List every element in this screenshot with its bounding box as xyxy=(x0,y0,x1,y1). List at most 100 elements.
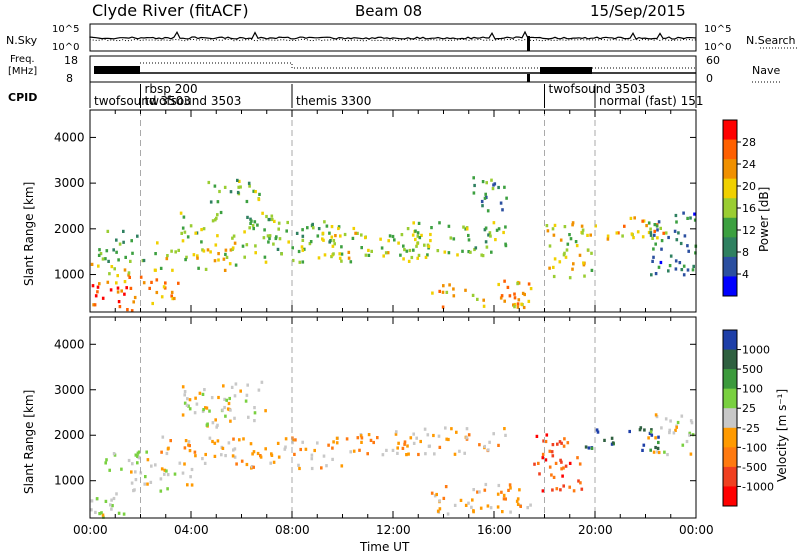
colorbar-tick-label: 16 xyxy=(742,202,756,215)
heatmap-cell xyxy=(486,504,490,508)
heatmap-cell xyxy=(550,473,553,477)
heatmap-cell xyxy=(470,505,473,509)
heatmap-cell xyxy=(122,512,126,516)
heatmap-cell xyxy=(197,266,200,270)
heatmap-cell xyxy=(517,298,521,302)
nave-label: Nave xyxy=(752,64,780,77)
heatmap-cell xyxy=(464,288,467,292)
heatmap-cell xyxy=(200,228,203,232)
heatmap-cell xyxy=(257,197,261,202)
heatmap-cell xyxy=(669,254,673,258)
heatmap-cell xyxy=(544,439,548,444)
heatmap-cell xyxy=(330,235,334,239)
heatmap-cell xyxy=(360,246,363,250)
heatmap-cell xyxy=(253,406,256,410)
heatmap-cell xyxy=(412,221,415,225)
heatmap-cell xyxy=(428,444,431,448)
heatmap-cell xyxy=(104,257,107,261)
heatmap-cell xyxy=(144,475,147,479)
heatmap-cell xyxy=(509,486,512,490)
heatmap-cell xyxy=(535,434,539,438)
heatmap-cell xyxy=(492,221,496,225)
heatmap-cell xyxy=(246,383,249,387)
heatmap-cell xyxy=(482,304,486,308)
heatmap-cell xyxy=(229,408,232,412)
heatmap-cell xyxy=(143,482,146,486)
heatmap-cell xyxy=(560,460,563,464)
heatmap-cell xyxy=(163,472,166,476)
heatmap-cell xyxy=(542,439,545,443)
heatmap-cell xyxy=(499,201,503,205)
heatmap-cell xyxy=(183,401,187,405)
heatmap-cell xyxy=(641,235,645,239)
heatmap-cell xyxy=(559,238,563,242)
heatmap-cell xyxy=(663,450,666,454)
heatmap-cell xyxy=(654,272,658,276)
heatmap-cell xyxy=(560,467,563,471)
heatmap-cell xyxy=(330,225,334,229)
heatmap-cell xyxy=(134,470,137,474)
noise-right-tick-high: 10^5 xyxy=(704,24,731,35)
heatmap-cell xyxy=(242,437,245,441)
heatmap-cell xyxy=(452,287,455,291)
heatmap-cell xyxy=(442,496,446,500)
heatmap-cell xyxy=(272,242,275,246)
heatmap-cell xyxy=(462,225,465,229)
heatmap-cell xyxy=(502,497,506,501)
heatmap-cell xyxy=(662,231,665,235)
heatmap-cell xyxy=(93,303,97,307)
noise-tick-low: 10^0 xyxy=(52,42,79,53)
heatmap-cell xyxy=(499,296,503,300)
heatmap-cell xyxy=(501,510,504,514)
heatmap-cell xyxy=(223,268,227,272)
heatmap-cell xyxy=(541,456,545,460)
heatmap-cell xyxy=(406,444,409,448)
heatmap-cell xyxy=(205,406,209,410)
heatmap-cell xyxy=(317,227,321,231)
heatmap-cell xyxy=(247,181,251,185)
heatmap-cell xyxy=(166,487,169,491)
time-axis-label: Time UT xyxy=(359,540,410,554)
velocity-heatmap xyxy=(90,380,695,519)
heatmap-cell xyxy=(576,456,579,460)
heatmap-cell xyxy=(174,250,177,254)
heatmap-cell xyxy=(90,508,93,512)
heatmap-cell xyxy=(183,393,186,397)
heatmap-cell xyxy=(340,259,343,263)
heatmap-cell xyxy=(407,452,410,456)
colorbar-swatch xyxy=(723,369,737,390)
heatmap-cell xyxy=(467,238,471,242)
heatmap-cell xyxy=(568,485,571,489)
heatmap-cell xyxy=(213,259,217,263)
heatmap-cell xyxy=(167,446,170,450)
heatmap-cell xyxy=(367,433,371,437)
heatmap-cell xyxy=(681,443,685,447)
heatmap-cell xyxy=(136,461,139,465)
heatmap-cell xyxy=(606,237,610,241)
heatmap-cell xyxy=(252,227,255,231)
heatmap-cell xyxy=(116,286,120,290)
heatmap-cell xyxy=(245,393,249,397)
heatmap-cell xyxy=(136,454,139,458)
heatmap-cell xyxy=(263,255,267,259)
heatmap-cell xyxy=(458,449,461,453)
heatmap-cell xyxy=(568,276,572,280)
heatmap-cell xyxy=(209,250,212,254)
heatmap-cell xyxy=(214,243,218,247)
heatmap-cell xyxy=(660,426,663,430)
heatmap-cell xyxy=(497,227,501,231)
heatmap-cell xyxy=(527,282,531,286)
heatmap-cell xyxy=(503,185,506,189)
heatmap-cell xyxy=(666,453,669,457)
heatmap-cell xyxy=(426,253,429,257)
heatmap-cell xyxy=(471,293,475,297)
heatmap-cell xyxy=(236,178,239,182)
colorbar-tick-label: 24 xyxy=(742,158,756,171)
heatmap-cell xyxy=(231,246,235,250)
heatmap-cell xyxy=(364,253,368,257)
heatmap-cell xyxy=(306,226,309,230)
heatmap-cell xyxy=(689,452,693,456)
heatmap-cell xyxy=(575,244,579,248)
heatmap-cell xyxy=(485,245,489,249)
colorbar-tick-label: -1000 xyxy=(742,480,774,493)
